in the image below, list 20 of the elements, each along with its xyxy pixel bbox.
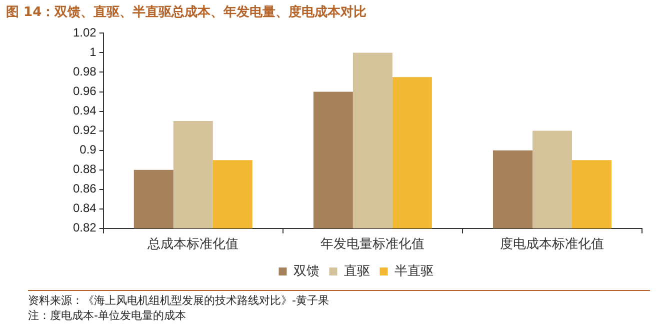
text: 注：度电成本-单位发电量的成本: [28, 308, 187, 323]
x-tick-label: 度电成本标准化值: [500, 236, 604, 251]
x-tick-label: 总成本标准化值: [146, 236, 239, 251]
y-tick-label: 0.96: [72, 84, 97, 98]
y-tick-label: 0.92: [72, 123, 97, 138]
legend-label: 半直驱: [394, 263, 434, 278]
legend-label: 直驱: [344, 263, 370, 278]
text: 资料来源：《海上风电机组机型发展的技术路线对比》-黄子果: [28, 293, 330, 308]
y-tick-label: 0.82: [72, 220, 97, 235]
y-tick-label: 1: [90, 45, 97, 60]
y-tick-label: 0.88: [72, 162, 97, 176]
y-tick-label: 0.98: [72, 64, 97, 79]
y-tick-label: 0.94: [72, 104, 97, 118]
y-tick-label: 0.86: [72, 182, 97, 196]
x-tick-label: 年发电量标准化值: [320, 236, 425, 251]
y-tick-label: 0.9: [80, 142, 97, 157]
y-tick-label: 1.02: [72, 26, 97, 40]
legend-label: 双馈: [293, 263, 320, 278]
chart-title: 图 14：双馈、直驱、半直驱总成本、年发电量、度电成本对比: [5, 4, 368, 22]
y-tick-label: 0.84: [72, 201, 97, 216]
